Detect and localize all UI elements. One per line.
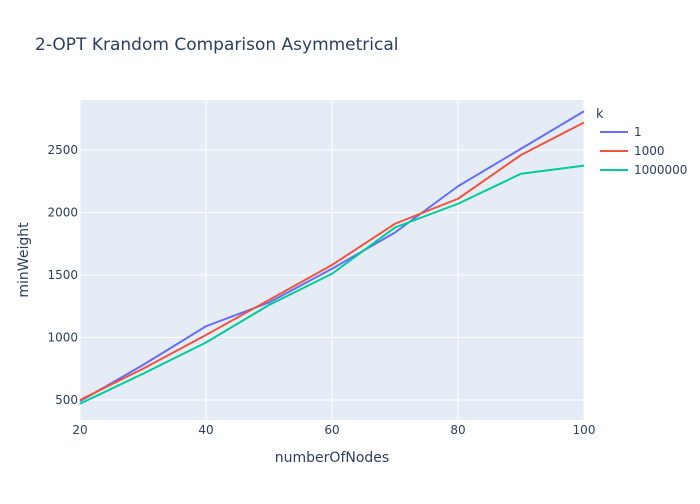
y-tick-label: 1500 — [47, 268, 78, 282]
x-tick-label: 80 — [450, 423, 465, 437]
legend-item-1000[interactable]: 1000 — [600, 144, 665, 158]
chart-title: 2-OPT Krandom Comparison Asymmetrical — [35, 35, 399, 55]
y-tick-label: 500 — [55, 393, 78, 407]
legend-label: 1000000 — [634, 163, 687, 177]
x-tick-label: 40 — [198, 423, 213, 437]
legend-title: k — [596, 107, 604, 122]
y-axis-label: minWeight — [16, 222, 32, 298]
x-tick-label: 100 — [573, 423, 596, 437]
y-tick-label: 1000 — [47, 331, 78, 345]
legend-label: 1000 — [634, 144, 665, 158]
legend-label: 1 — [634, 125, 642, 139]
series-lines — [79, 110, 585, 405]
gridlines — [79, 100, 585, 420]
legend-item-1000000[interactable]: 1000000 — [600, 163, 687, 177]
x-tick-label: 60 — [324, 423, 339, 437]
y-tick-labels: 500 1000 1500 2000 2500 — [47, 143, 78, 407]
x-tick-labels: 20 40 60 80 100 — [72, 423, 595, 437]
series-line-1000000 — [79, 164, 585, 405]
x-tick-label: 20 — [72, 423, 87, 437]
legend-item-1[interactable]: 1 — [600, 125, 642, 139]
series-line-1000 — [79, 121, 585, 401]
y-tick-label: 2000 — [47, 206, 78, 220]
y-tick-label: 2500 — [47, 143, 78, 157]
series-line-1 — [79, 110, 585, 403]
x-axis-label: numberOfNodes — [275, 450, 389, 466]
legend[interactable]: k 1 1000 1000000 — [596, 107, 687, 177]
